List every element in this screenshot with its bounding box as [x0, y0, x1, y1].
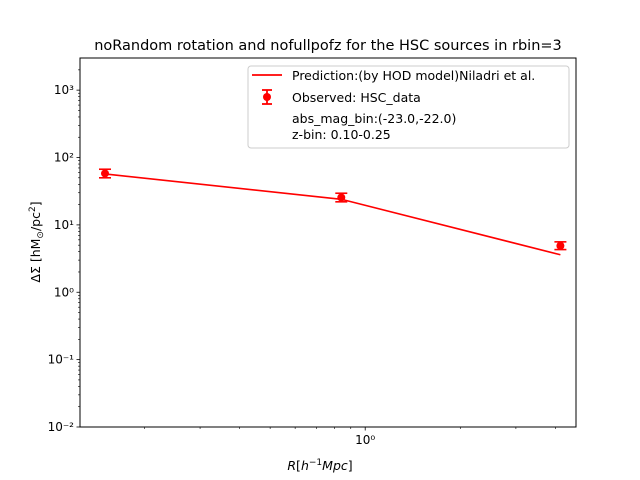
y-tick-label: 10² — [54, 151, 74, 165]
y-tick-label: 10⁰ — [54, 285, 74, 299]
x-axis-label: R[h−1Mpc] — [287, 458, 352, 473]
plot-area — [99, 168, 567, 256]
legend: Prediction:(by HOD model)Niladri et al. … — [247, 65, 570, 149]
legend-entry-prediction: Prediction:(by HOD model)Niladri et al. — [292, 68, 535, 83]
y-tick-label: 10⁻¹ — [48, 353, 75, 367]
legend-errorbar-marker — [262, 89, 272, 105]
observed-point — [101, 169, 110, 178]
y-tick-label: 10³ — [54, 83, 74, 97]
legend-annotation-z-bin: z-bin: 0.10-0.25 — [292, 127, 391, 142]
x-tick-label: 10⁰ — [355, 433, 375, 447]
axes-frame — [79, 57, 577, 428]
axes — [79, 57, 577, 428]
observed-point — [337, 193, 346, 202]
observed-point — [556, 241, 565, 250]
ticks: 10⁻² 10⁻¹ 10⁰ 10¹ 10² 10³ 10⁰ — [48, 69, 556, 447]
legend-annotation-abs-mag: abs_mag_bin:(-23.0,-22.0) — [292, 111, 456, 126]
y-axis-label: ΔΣ [hM⊙/pc2] — [28, 201, 46, 282]
legend-box — [247, 65, 570, 149]
legend-entry-observed: Observed: HSC_data — [292, 90, 421, 105]
y-tick-label: 10⁻² — [48, 420, 75, 434]
chart-title: noRandom rotation and nofullpofz for the… — [94, 38, 562, 54]
y-tick-label: 10¹ — [54, 218, 74, 232]
prediction-line — [104, 173, 561, 256]
